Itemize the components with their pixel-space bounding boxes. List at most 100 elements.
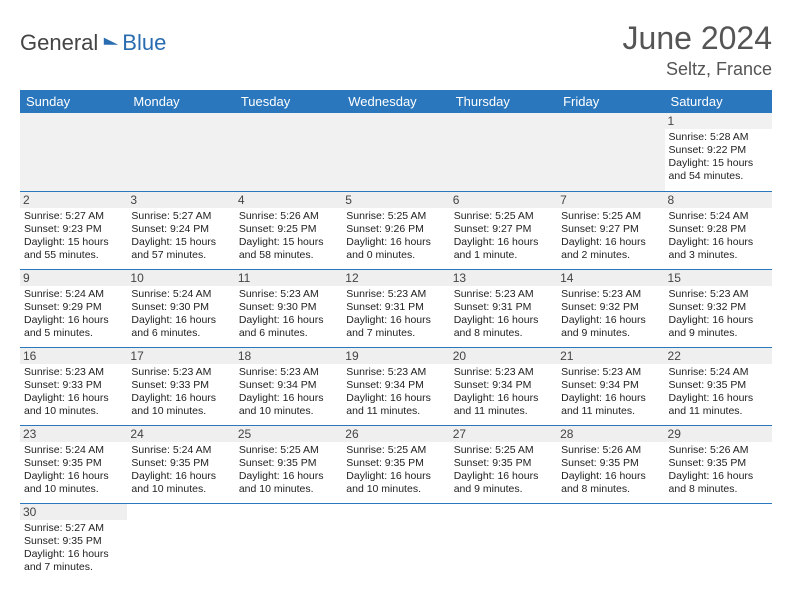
day-sun-info: Sunrise: 5:23 AMSunset: 9:30 PMDaylight:…: [239, 288, 338, 341]
sunrise-text: Sunrise: 5:24 AM: [669, 210, 768, 223]
daylight-text: Daylight: 16 hours and 6 minutes.: [239, 314, 338, 340]
sunset-text: Sunset: 9:34 PM: [239, 379, 338, 392]
calendar-day-cell: 3Sunrise: 5:27 AMSunset: 9:24 PMDaylight…: [127, 191, 234, 269]
sunrise-text: Sunrise: 5:24 AM: [24, 288, 123, 301]
calendar-blank-cell: [20, 113, 127, 191]
sunrise-text: Sunrise: 5:26 AM: [561, 444, 660, 457]
sunset-text: Sunset: 9:30 PM: [239, 301, 338, 314]
calendar-week-row: 2Sunrise: 5:27 AMSunset: 9:23 PMDaylight…: [20, 191, 772, 269]
day-number: 20: [450, 348, 557, 364]
sunrise-text: Sunrise: 5:26 AM: [239, 210, 338, 223]
calendar-day-cell: 15 Sunrise: 5:23 AMSunset: 9:32 PMDayligh…: [665, 269, 772, 347]
sunset-text: Sunset: 9:31 PM: [454, 301, 553, 314]
sunset-text: Sunset: 9:22 PM: [669, 144, 768, 157]
day-sun-info: Sunrise: 5:27 AMSunset: 9:24 PMDaylight:…: [131, 210, 230, 263]
sunset-text: Sunset: 9:31 PM: [346, 301, 445, 314]
day-number: 11: [235, 270, 342, 286]
daylight-text: Daylight: 16 hours and 3 minutes.: [669, 236, 768, 262]
day-sun-info: Sunrise: 5:27 AMSunset: 9:23 PMDaylight:…: [24, 210, 123, 263]
daylight-text: Daylight: 15 hours and 55 minutes.: [24, 236, 123, 262]
calendar-day-cell: 12Sunrise: 5:23 AMSunset: 9:31 PMDayligh…: [342, 269, 449, 347]
sunrise-text: Sunrise: 5:23 AM: [131, 366, 230, 379]
day-number: 10: [127, 270, 234, 286]
calendar-day-cell: 16 Sunrise: 5:23 AMSunset: 9:33 PMDayligh…: [20, 347, 127, 425]
brand-general: General: [20, 30, 98, 56]
calendar-day-cell: 7Sunrise: 5:25 AMSunset: 9:27 PMDaylight…: [557, 191, 664, 269]
weekday-header: Wednesday: [342, 90, 449, 113]
sunset-text: Sunset: 9:33 PM: [131, 379, 230, 392]
sunset-text: Sunset: 9:28 PM: [669, 223, 768, 236]
day-sun-info: Sunrise: 5:26 AMSunset: 9:35 PMDaylight:…: [561, 444, 660, 497]
calendar-blank-cell: [557, 113, 664, 191]
day-number: 7: [557, 192, 664, 208]
daylight-text: Daylight: 16 hours and 7 minutes.: [24, 548, 123, 574]
sunrise-text: Sunrise: 5:24 AM: [669, 366, 768, 379]
day-number: 17: [127, 348, 234, 364]
day-sun-info: Sunrise: 5:23 AMSunset: 9:33 PMDaylight:…: [24, 366, 123, 419]
day-number: 13: [450, 270, 557, 286]
sunrise-text: Sunrise: 5:24 AM: [131, 288, 230, 301]
calendar-day-cell: 4Sunrise: 5:26 AMSunset: 9:25 PMDaylight…: [235, 191, 342, 269]
sunrise-text: Sunrise: 5:25 AM: [454, 444, 553, 457]
day-number: 16: [20, 348, 127, 364]
day-number: 22: [665, 348, 772, 364]
weekday-header: Sunday: [20, 90, 127, 113]
daylight-text: Daylight: 15 hours and 58 minutes.: [239, 236, 338, 262]
day-sun-info: Sunrise: 5:23 AMSunset: 9:32 PMDaylight:…: [669, 288, 768, 341]
sunset-text: Sunset: 9:33 PM: [24, 379, 123, 392]
daylight-text: Daylight: 16 hours and 10 minutes.: [24, 392, 123, 418]
sunset-text: Sunset: 9:29 PM: [24, 301, 123, 314]
calendar-trailing-cell: [450, 503, 557, 581]
day-sun-info: Sunrise: 5:23 AMSunset: 9:33 PMDaylight:…: [131, 366, 230, 419]
day-sun-info: Sunrise: 5:25 AMSunset: 9:26 PMDaylight:…: [346, 210, 445, 263]
sunset-text: Sunset: 9:27 PM: [454, 223, 553, 236]
calendar-day-cell: 28Sunrise: 5:26 AMSunset: 9:35 PMDayligh…: [557, 425, 664, 503]
daylight-text: Daylight: 16 hours and 0 minutes.: [346, 236, 445, 262]
daylight-text: Daylight: 16 hours and 9 minutes.: [669, 314, 768, 340]
calendar-day-cell: 19Sunrise: 5:23 AMSunset: 9:34 PMDayligh…: [342, 347, 449, 425]
sunset-text: Sunset: 9:27 PM: [561, 223, 660, 236]
day-sun-info: Sunrise: 5:24 AMSunset: 9:29 PMDaylight:…: [24, 288, 123, 341]
day-sun-info: Sunrise: 5:26 AMSunset: 9:35 PMDaylight:…: [669, 444, 768, 497]
day-sun-info: Sunrise: 5:24 AMSunset: 9:28 PMDaylight:…: [669, 210, 768, 263]
calendar-day-cell: 8Sunrise: 5:24 AMSunset: 9:28 PMDaylight…: [665, 191, 772, 269]
day-number: 23: [20, 426, 127, 442]
weekday-header: Thursday: [450, 90, 557, 113]
sunrise-text: Sunrise: 5:28 AM: [669, 131, 768, 144]
sunrise-text: Sunrise: 5:24 AM: [131, 444, 230, 457]
day-sun-info: Sunrise: 5:28 AMSunset: 9:22 PMDaylight:…: [669, 131, 768, 184]
day-number: 24: [127, 426, 234, 442]
day-number: 25: [235, 426, 342, 442]
day-sun-info: Sunrise: 5:23 AMSunset: 9:34 PMDaylight:…: [239, 366, 338, 419]
daylight-text: Daylight: 16 hours and 2 minutes.: [561, 236, 660, 262]
calendar-day-cell: 29Sunrise: 5:26 AMSunset: 9:35 PMDayligh…: [665, 425, 772, 503]
calendar-day-cell: 27Sunrise: 5:25 AMSunset: 9:35 PMDayligh…: [450, 425, 557, 503]
sunset-text: Sunset: 9:35 PM: [131, 457, 230, 470]
calendar-blank-cell: [127, 113, 234, 191]
sunrise-text: Sunrise: 5:23 AM: [669, 288, 768, 301]
day-number: 14: [557, 270, 664, 286]
day-number: 30: [20, 504, 127, 520]
month-title: June 2024: [623, 20, 772, 57]
brand-flag-icon: [102, 34, 120, 52]
daylight-text: Daylight: 16 hours and 9 minutes.: [561, 314, 660, 340]
day-number: 21: [557, 348, 664, 364]
calendar-day-cell: 20Sunrise: 5:23 AMSunset: 9:34 PMDayligh…: [450, 347, 557, 425]
location-title: Seltz, France: [623, 59, 772, 80]
day-sun-info: Sunrise: 5:24 AMSunset: 9:35 PMDaylight:…: [669, 366, 768, 419]
daylight-text: Daylight: 16 hours and 8 minutes.: [669, 470, 768, 496]
day-number: 15: [665, 270, 772, 286]
day-number: 4: [235, 192, 342, 208]
sunrise-text: Sunrise: 5:23 AM: [346, 366, 445, 379]
calendar-day-cell: 26Sunrise: 5:25 AMSunset: 9:35 PMDayligh…: [342, 425, 449, 503]
sunrise-text: Sunrise: 5:23 AM: [561, 288, 660, 301]
day-number: 9: [20, 270, 127, 286]
calendar-day-cell: 23Sunrise: 5:24 AMSunset: 9:35 PMDayligh…: [20, 425, 127, 503]
daylight-text: Daylight: 16 hours and 11 minutes.: [669, 392, 768, 418]
daylight-text: Daylight: 16 hours and 10 minutes.: [131, 470, 230, 496]
daylight-text: Daylight: 16 hours and 11 minutes.: [561, 392, 660, 418]
day-number: 5: [342, 192, 449, 208]
sunrise-text: Sunrise: 5:26 AM: [669, 444, 768, 457]
weekday-header: Friday: [557, 90, 664, 113]
calendar-day-cell: 21Sunrise: 5:23 AMSunset: 9:34 PMDayligh…: [557, 347, 664, 425]
